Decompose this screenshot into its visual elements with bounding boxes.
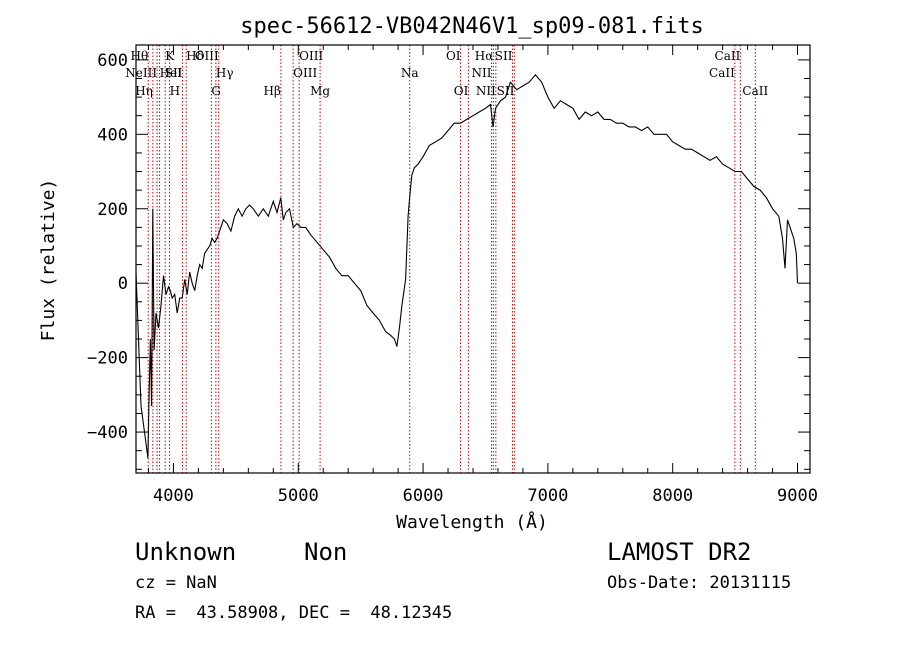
marker-label: SII [497, 84, 515, 98]
marker-label: Hα [475, 49, 494, 63]
x-tick-label: 4000 [153, 486, 194, 506]
marker-label: Na [401, 66, 419, 80]
marker-lines [147, 45, 756, 473]
marker-label: CaII [709, 66, 735, 80]
marker-label: Hβ [264, 84, 281, 98]
marker-label: H [170, 84, 180, 98]
x-tick-label: 8000 [652, 486, 693, 506]
x-axis: 4000 5000 6000 7000 8000 9000 [147, 45, 818, 506]
marker-label: CaII [715, 49, 741, 63]
spectrum-chart: spec-56612-VB042N46V1_sp09-081.fits Hθ Hη… [38, 14, 818, 533]
marker-label: CaII [742, 84, 768, 98]
marker-label: OIII [195, 49, 219, 63]
y-tick-label: 400 [97, 125, 128, 145]
marker-label: OIII [299, 49, 323, 63]
marker-label: NII [471, 66, 491, 80]
y-axis-label: Flux (relative) [38, 179, 59, 342]
marker-label: Hδ [186, 49, 204, 63]
y-tick-label: −200 [87, 349, 128, 369]
marker-label: HeI [160, 66, 183, 80]
marker-label: Hη [135, 84, 153, 98]
obs-date: Obs-Date: 20131115 [607, 573, 792, 593]
y-tick-label: 600 [97, 51, 128, 71]
x-tick-label: 5000 [278, 486, 319, 506]
marker-label: NeIII [125, 66, 157, 80]
marker-label: Hθ [131, 49, 149, 63]
ra-dec: RA = 43.58908, DEC = 48.12345 [135, 603, 453, 623]
plot-frame [135, 44, 811, 474]
marker-label: NII [476, 84, 496, 98]
subclass: Non [304, 538, 348, 566]
redshift: cz = NaN [135, 573, 217, 593]
class-name: Unknown [135, 538, 237, 566]
marker-label: OIII [293, 66, 317, 80]
y-tick-label: 200 [97, 200, 128, 220]
x-tick-label: 7000 [527, 486, 568, 506]
x-axis-label: Wavelength (Å) [396, 511, 548, 533]
marker-label: OI [454, 84, 469, 98]
y-axis: −400 −200 0 200 400 600 [87, 51, 810, 470]
survey-name: LAMOST DR2 [607, 538, 752, 566]
marker-label: Mg [310, 84, 330, 98]
marker-label: OI [446, 49, 461, 63]
x-tick-label: 6000 [403, 486, 444, 506]
marker-label: SII [495, 49, 513, 63]
marker-label: K [165, 49, 175, 63]
marker-label: Hγ [216, 66, 234, 80]
y-tick-label: 0 [118, 274, 128, 294]
marker-label: G [211, 84, 221, 98]
y-tick-label: −400 [87, 423, 128, 443]
marker-label: SII [165, 66, 183, 80]
x-tick-label: 9000 [777, 486, 818, 506]
spectrum-line [135, 73, 799, 459]
chart-title: spec-56612-VB042N46V1_sp09-081.fits [240, 14, 704, 39]
